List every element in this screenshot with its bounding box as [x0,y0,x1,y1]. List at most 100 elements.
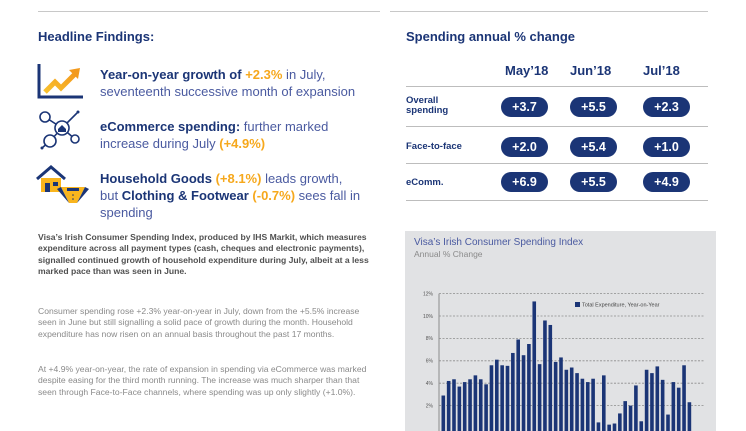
value-pill-f2f-jul: +1.0 [643,137,690,157]
y-tick-label: 8% [426,336,434,342]
chart-bar [527,344,531,431]
chart-bar [484,384,488,431]
row-label-ecomm: eComm. [406,177,444,188]
chart-title: Visa’s Irish Consumer Spending Index [414,237,584,248]
column-header-jul: Jul’18 [643,63,680,78]
chart-bar [543,320,547,431]
chart-bar [612,423,617,431]
chart-bar [639,421,644,431]
finding-2-rest: further marked [240,119,329,134]
finding-3-rest1: leads growth, [261,171,343,186]
y-tick-label: 10% [423,314,434,320]
finding-3-highlight-household: (+8.1%) [211,171,262,186]
chart-bar [602,375,606,431]
chart-bar [596,422,601,431]
chart-bar [478,379,483,431]
chart-bar [607,424,611,431]
value-pill-ecomm-jun: +5.5 [570,172,617,192]
finding-ecommerce: eCommerce spending: further marked incre… [100,118,328,152]
finding-2-bold: eCommerce spending: [100,119,241,134]
intro-paragraph: Visa’s Irish Consumer Spending Index, pr… [38,232,369,276]
chart-subtitle: Annual % Change [414,249,483,259]
finding-3-bold-household: Household Goods [100,171,212,186]
chart-bar [628,405,633,431]
chart-bar [441,395,446,431]
chart-legend: Total Expenditure, Year-on-Year [575,302,659,309]
table-divider-1 [406,126,708,127]
y-tick-label: 6% [426,359,434,365]
finding-3-bold-clothing: Clothing & Footwear [121,188,249,203]
value-pill-overall-jul: +2.3 [643,97,690,117]
chart-bar [634,385,638,431]
value-pill-f2f-jun: +5.4 [570,137,617,157]
chart-bar [495,359,499,431]
finding-1-highlight: +2.3% [245,67,283,82]
chart-bar [500,365,504,431]
chart-bar [591,378,595,431]
chart-bar [687,402,692,431]
finding-1-bold: Year-on-year growth of [100,67,246,82]
spending-table-heading: Spending annual % change [406,29,576,44]
chart-bar [548,324,553,431]
row-label-face-to-face: Face-to-face [406,141,462,152]
chart-bar [516,339,520,431]
chart-bar [575,373,579,431]
y-tick-label: 2% [426,403,434,409]
headline-findings-heading: Headline Findings: [38,29,155,44]
table-divider-0 [406,86,708,87]
chart-bar [457,386,462,431]
chart-bar [489,365,494,431]
value-pill-ecomm-may: +6.9 [501,172,548,192]
chart-bar [671,382,676,431]
finding-1-rest: in July, [282,67,326,82]
chart-bar [559,357,563,431]
legend-label: Total Expenditure, Year-on-Year [582,302,660,309]
spending-index-chart: 2% 4% 6% 8% 10% 12% [423,291,705,431]
value-pill-overall-jun: +5.5 [570,97,617,117]
chart-bar [623,401,627,431]
chart-bar [650,373,654,431]
chart-bar [660,379,665,431]
chart-bar [580,378,585,431]
finding-yoy-growth: Year-on-year growth of +2.3% in July, se… [100,66,355,100]
value-pill-f2f-may: +2.0 [501,137,548,157]
chart-bar [682,365,686,431]
y-tick-label: 12% [423,291,434,297]
chart-bar [468,379,472,431]
chart-bar [462,382,467,431]
ecommerce-network-icon [39,110,80,150]
finding-2-line2: increase during July [100,136,220,151]
chart-bar [505,365,510,431]
chart-bar [511,352,515,431]
top-divider-left [38,11,380,12]
chart-bar [521,355,526,431]
finding-3-line3: spending [100,205,153,220]
chart-bar [553,361,558,431]
body-paragraph-2: Consumer spending rose +2.3% year-on-yea… [38,306,360,339]
row-label-overall: Overall spending [406,95,449,116]
value-pill-ecomm-jul: +4.9 [643,172,690,192]
top-divider-right [390,11,708,12]
chart-bar [644,369,649,431]
column-header-may: May’18 [505,63,549,78]
finding-3-highlight-clothing: (-0.7%) [248,188,296,203]
chart-bar [655,366,660,431]
chart-bar [676,387,681,431]
house-and-shirt-icon [36,165,89,203]
table-divider-2 [406,163,708,164]
chart-bar [666,414,670,431]
chart-bar [452,379,456,431]
chart-bar [569,367,574,431]
chart-bar [618,413,622,431]
chart-bar [537,364,542,431]
finding-3-rest2: sees fall in [295,188,361,203]
chart-bar [532,301,537,431]
finding-3-line2-pre: but [100,188,122,203]
chart-bar [473,375,478,431]
chart-bar [585,382,590,431]
column-header-jun: Jun’18 [570,63,612,78]
body-paragraph-3: At +4.9% year-on-year, the rate of expan… [38,364,367,397]
rising-chart-icon [37,64,83,99]
legend-swatch [575,302,580,307]
chart-bar [564,369,569,431]
